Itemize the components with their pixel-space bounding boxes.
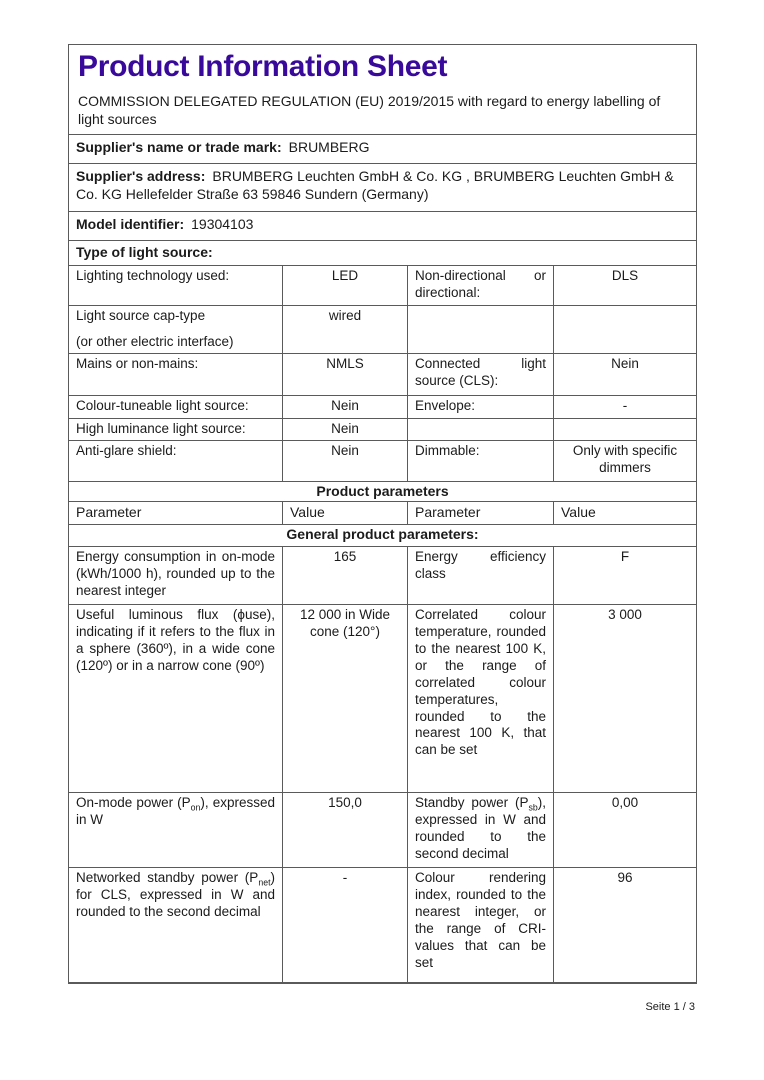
mains-row: Mains or non-mains: NMLS Connected light… <box>68 352 697 396</box>
supplier-address-cell: Supplier's address: BRUMBERG Leuchten Gmb… <box>68 163 697 212</box>
param-value-connected-light-source: Nein <box>553 352 697 396</box>
supplier-address-row: Supplier's address: BRUMBERG Leuchten Gmb… <box>68 163 697 212</box>
param-label-dimmable: Dimmable: <box>407 439 554 482</box>
header-cell: Product Information Sheet COMMISSION DEL… <box>68 44 697 135</box>
param-label-networked-standby: Networked standby power (Pnet) for CLS, … <box>68 867 283 984</box>
cap-type-row: Light source cap-type (or other electric… <box>68 305 697 354</box>
param-label-cap-type: Light source cap-type (or other electric… <box>68 305 283 354</box>
column-header-parameter-1: Parameter <box>68 501 283 526</box>
product-parameters-header-row: Product parameters <box>68 480 697 503</box>
param-value-mains: NMLS <box>282 352 408 396</box>
param-value-correlated-colour-temperature: 3 000 <box>553 604 697 794</box>
param-label-standby-power: Standby power (Psb), expressed in W and … <box>407 792 554 869</box>
lighting-technology-row: Lighting technology used: LED Non-direct… <box>68 265 697 306</box>
param-label-energy-consumption: Energy consumption in on-mode (kWh/1000 … <box>68 546 283 606</box>
param-value-luminous-flux: 12 000 in Wide cone (120°) <box>282 604 408 794</box>
param-label-on-mode-power: On-mode power (Pon), expressed in W <box>68 792 283 869</box>
param-value-anti-glare: Nein <box>282 439 408 482</box>
type-of-light-source-heading: Type of light source: <box>68 240 697 266</box>
cap-type-line2: (or other electric interface) <box>76 333 234 349</box>
type-of-light-source-row: Type of light source: <box>68 240 697 266</box>
luminous-flux-row: Useful luminous flux (ϕuse), indicating … <box>68 604 697 794</box>
param-value-standby-power: 0,00 <box>553 792 697 869</box>
param-value-dimmable: Only with specific dimmers <box>553 439 697 482</box>
empty-cell <box>553 417 697 441</box>
cap-type-line1: Light source cap-type <box>76 308 206 323</box>
column-header-value-1: Value <box>282 501 408 526</box>
param-value-colour-tuneable: Nein <box>282 394 408 419</box>
supplier-name-value: BRUMBERG <box>288 139 370 155</box>
product-information-table: Product Information Sheet COMMISSION DEL… <box>68 44 697 984</box>
param-value-energy-efficiency-class: F <box>553 546 697 606</box>
standby-power-text: Standby power (P <box>415 795 529 811</box>
supplier-address-label: Supplier's address: <box>76 168 206 184</box>
param-label-high-luminance: High luminance light source: <box>68 417 283 441</box>
networked-standby-row: Networked standby power (Pnet) for CLS, … <box>68 867 697 984</box>
model-identifier-row: Model identifier: 19304103 <box>68 211 697 241</box>
param-label-lighting-technology: Lighting technology used: <box>68 265 283 306</box>
column-header-parameter-2: Parameter <box>407 501 554 526</box>
regulation-subtitle: COMMISSION DELEGATED REGULATION (EU) 201… <box>78 92 661 128</box>
param-value-on-mode-power: 150,0 <box>282 792 408 869</box>
model-identifier-cell: Model identifier: 19304103 <box>68 211 697 241</box>
model-identifier-label: Model identifier: <box>76 216 185 232</box>
on-mode-power-subscript: on <box>190 802 201 813</box>
supplier-name-label: Supplier's name or trade mark: <box>76 139 282 155</box>
anti-glare-row: Anti-glare shield: Nein Dimmable: Only w… <box>68 439 697 482</box>
param-value-lighting-technology: LED <box>282 265 408 306</box>
param-value-high-luminance: Nein <box>282 417 408 441</box>
on-mode-power-text: On-mode power (P <box>76 795 191 811</box>
empty-cell <box>553 305 697 354</box>
supplier-name-cell: Supplier's name or trade mark: BRUMBERG <box>68 134 697 164</box>
param-label-directionality: Non-directional or directional: <box>407 265 554 306</box>
model-identifier-value: 19304103 <box>191 216 254 232</box>
param-value-energy-consumption: 165 <box>282 546 408 606</box>
colour-tuneable-row: Colour-tuneable light source: Nein Envel… <box>68 394 697 419</box>
param-label-luminous-flux: Useful luminous flux (ϕuse), indicating … <box>68 604 283 794</box>
standby-power-text-end: ), expressed in W and rounded to the sec… <box>415 795 546 861</box>
general-parameters-header-row: General product parameters: <box>68 524 697 548</box>
param-label-colour-rendering-index: Colour rendering index, rounded to the n… <box>407 867 554 984</box>
energy-consumption-row: Energy consumption in on-mode (kWh/1000 … <box>68 546 697 606</box>
on-mode-power-text-end: ), expressed in W <box>76 795 275 828</box>
param-label-connected-light-source: Connected light source (CLS): <box>407 352 554 396</box>
header-row: Product Information Sheet COMMISSION DEL… <box>68 44 697 135</box>
column-header-value-2: Value <box>553 501 697 526</box>
networked-standby-text-end: ) for CLS, expressed in W and rounded to… <box>76 870 275 919</box>
param-label-correlated-colour-temperature: Correlated colour temperature, rounded t… <box>407 604 554 794</box>
page-number-footer: Seite 1 / 3 <box>645 1001 695 1013</box>
param-label-mains: Mains or non-mains: <box>68 352 283 396</box>
standby-power-subscript: sb <box>528 802 538 813</box>
param-label-colour-tuneable: Colour-tuneable light source: <box>68 394 283 419</box>
empty-cell <box>407 417 554 441</box>
supplier-address-value: BRUMBERG Leuchten GmbH & Co. KG , BRUMBE… <box>76 168 674 202</box>
param-value-colour-rendering-index: 96 <box>553 867 697 984</box>
networked-standby-text: Networked standby power (P <box>76 870 259 886</box>
param-label-envelope: Envelope: <box>407 394 554 419</box>
on-mode-power-row: On-mode power (Pon), expressed in W 150,… <box>68 792 697 869</box>
page-title: Product Information Sheet <box>78 50 448 83</box>
param-value-directionality: DLS <box>553 265 697 306</box>
param-label-anti-glare: Anti-glare shield: <box>68 439 283 482</box>
param-value-envelope: - <box>553 394 697 419</box>
supplier-name-row: Supplier's name or trade mark: BRUMBERG <box>68 134 697 164</box>
networked-standby-subscript: net <box>258 877 271 888</box>
empty-cell <box>407 305 554 354</box>
param-value-networked-standby: - <box>282 867 408 984</box>
product-parameters-heading: Product parameters <box>68 480 697 503</box>
high-luminance-row: High luminance light source: Nein <box>68 417 697 441</box>
column-headers-row: Parameter Value Parameter Value <box>68 501 697 526</box>
param-label-energy-efficiency-class: Energy efficiency class <box>407 546 554 606</box>
general-parameters-heading: General product parameters: <box>68 524 697 548</box>
param-value-cap-type: wired <box>282 305 408 354</box>
